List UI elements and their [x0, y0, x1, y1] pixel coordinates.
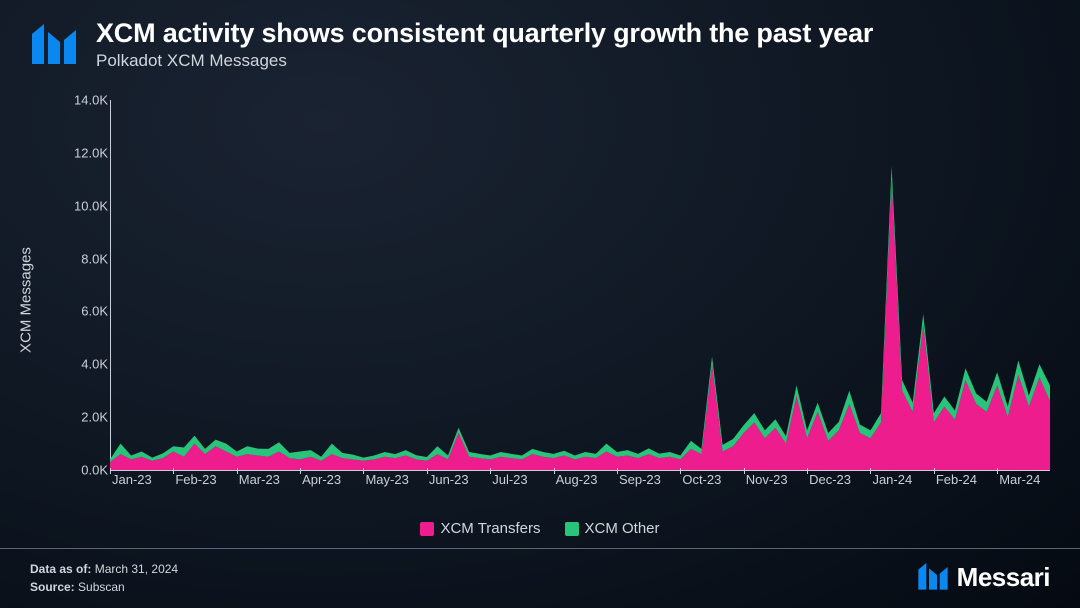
x-tick-label: Oct-23: [682, 472, 721, 487]
x-tick-mark: [617, 468, 618, 474]
x-tick-mark: [173, 468, 174, 474]
x-tick-label: Nov-23: [746, 472, 788, 487]
y-tick-label: 4.0K: [60, 357, 108, 372]
x-tick-mark: [554, 468, 555, 474]
plot-area: [110, 100, 1050, 470]
footer-meta: Data as of: March 31, 2024 Source: Subsc…: [30, 560, 178, 596]
x-tick-mark: [680, 468, 681, 474]
y-tick-label: 8.0K: [60, 251, 108, 266]
x-tick-label: Apr-23: [302, 472, 341, 487]
x-tick-mark: [300, 468, 301, 474]
messari-logo-icon: [917, 559, 949, 596]
legend-swatch: [420, 522, 434, 536]
x-tick-label: Aug-23: [556, 472, 598, 487]
x-tick-mark: [934, 468, 935, 474]
legend-swatch: [565, 522, 579, 536]
x-tick-mark: [744, 468, 745, 474]
data-as-of-label: Data as of:: [30, 562, 91, 576]
footer-brand-text: Messari: [957, 562, 1050, 593]
header: XCM activity shows consistent quarterly …: [30, 18, 873, 71]
source-label: Source:: [30, 580, 75, 594]
x-axis-line: [110, 470, 1050, 471]
x-tick-mark: [427, 468, 428, 474]
y-axis-ticks: 0.0K2.0K4.0K6.0K8.0K10.0K12.0K14.0K: [60, 100, 108, 470]
x-tick-mark: [363, 468, 364, 474]
x-tick-mark: [870, 468, 871, 474]
y-axis-label: XCM Messages: [18, 247, 35, 353]
stacked-area-svg: [110, 100, 1050, 470]
x-tick-mark: [807, 468, 808, 474]
x-tick-label: Jan-23: [112, 472, 152, 487]
x-tick-label: Mar-23: [239, 472, 280, 487]
x-tick-label: Jan-24: [872, 472, 912, 487]
y-tick-label: 2.0K: [60, 410, 108, 425]
y-tick-label: 12.0K: [60, 145, 108, 160]
source-value: Subscan: [78, 580, 125, 594]
chart-title: XCM activity shows consistent quarterly …: [96, 18, 873, 49]
y-tick-label: 10.0K: [60, 198, 108, 213]
x-tick-mark: [237, 468, 238, 474]
x-tick-mark: [490, 468, 491, 474]
x-tick-label: Mar-24: [999, 472, 1040, 487]
legend-label: XCM Transfers: [440, 520, 540, 537]
x-axis-ticks: Jan-23 Feb-23 Mar-23 Apr-23 May-23 Jun-23 Jul-…: [110, 472, 1050, 492]
x-tick-label: Feb-23: [175, 472, 216, 487]
x-tick-mark: [997, 468, 998, 474]
messari-logo-icon: [30, 18, 78, 71]
x-tick-label: Jul-23: [492, 472, 527, 487]
series-transfers: [110, 179, 1050, 470]
x-tick-mark: [110, 468, 111, 474]
legend-item-transfers: XCM Transfers: [420, 520, 540, 537]
chart-subtitle: Polkadot XCM Messages: [96, 51, 873, 71]
data-as-of-value: March 31, 2024: [95, 562, 178, 576]
x-tick-label: Dec-23: [809, 472, 851, 487]
x-tick-label: May-23: [365, 472, 408, 487]
y-tick-label: 0.0K: [60, 463, 108, 478]
chart: XCM Messages 0.0K2.0K4.0K6.0K8.0K10.0K12…: [30, 100, 1050, 500]
legend-item-other: XCM Other: [565, 520, 660, 537]
x-tick-label: Jun-23: [429, 472, 469, 487]
footer-brand: Messari: [917, 559, 1050, 596]
legend-label: XCM Other: [585, 520, 660, 537]
y-tick-label: 6.0K: [60, 304, 108, 319]
x-tick-label: Sep-23: [619, 472, 661, 487]
x-tick-label: Feb-24: [936, 472, 977, 487]
y-tick-label: 14.0K: [60, 93, 108, 108]
footer: Data as of: March 31, 2024 Source: Subsc…: [0, 548, 1080, 608]
legend: XCM Transfers XCM Other: [0, 520, 1080, 537]
